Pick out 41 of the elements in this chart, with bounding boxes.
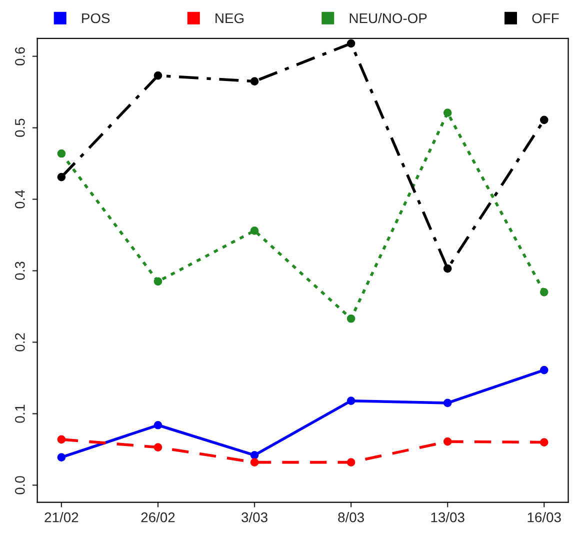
point [250, 77, 259, 86]
x-tick-label: 26/02 [141, 512, 175, 522]
x-tick-label: 16/03 [528, 512, 561, 522]
point [346, 458, 356, 466]
y-tick-label: 0.1 [15, 404, 25, 423]
x-tick-label: 3/03 [242, 512, 268, 522]
x-tick-label: 21/02 [44, 512, 78, 522]
legend-label: NEG [216, 13, 244, 24]
point [57, 453, 66, 462]
legend-label: POS [82, 13, 110, 24]
point [540, 438, 548, 446]
point [346, 39, 356, 48]
y-tick-label: 0.2 [15, 333, 25, 352]
y-tick-label: 0.6 [15, 47, 25, 66]
point [154, 71, 162, 80]
point [57, 172, 66, 182]
point [443, 437, 452, 446]
legend-label: OFF [532, 13, 559, 24]
point [250, 450, 259, 460]
legend-label: NEU/NO-OP [350, 12, 427, 24]
point [540, 366, 548, 374]
y-tick-label: 0.5 [15, 118, 25, 137]
point [250, 458, 259, 466]
point [250, 226, 259, 235]
point [346, 314, 356, 323]
point [154, 420, 162, 430]
x-tick-label: 13/03 [431, 512, 464, 522]
point [540, 288, 548, 296]
point [443, 398, 452, 408]
y-tick-label: 0.4 [15, 190, 25, 208]
point [57, 435, 66, 444]
point [443, 108, 452, 117]
point [154, 443, 162, 452]
point [443, 264, 452, 273]
point [540, 116, 548, 124]
point [154, 277, 162, 286]
point [346, 396, 356, 405]
y-tick-label: 0.3 [15, 262, 25, 280]
y-tick-label: 0.0 [15, 476, 25, 494]
point [57, 149, 66, 158]
x-tick-label: 8/03 [338, 512, 364, 522]
